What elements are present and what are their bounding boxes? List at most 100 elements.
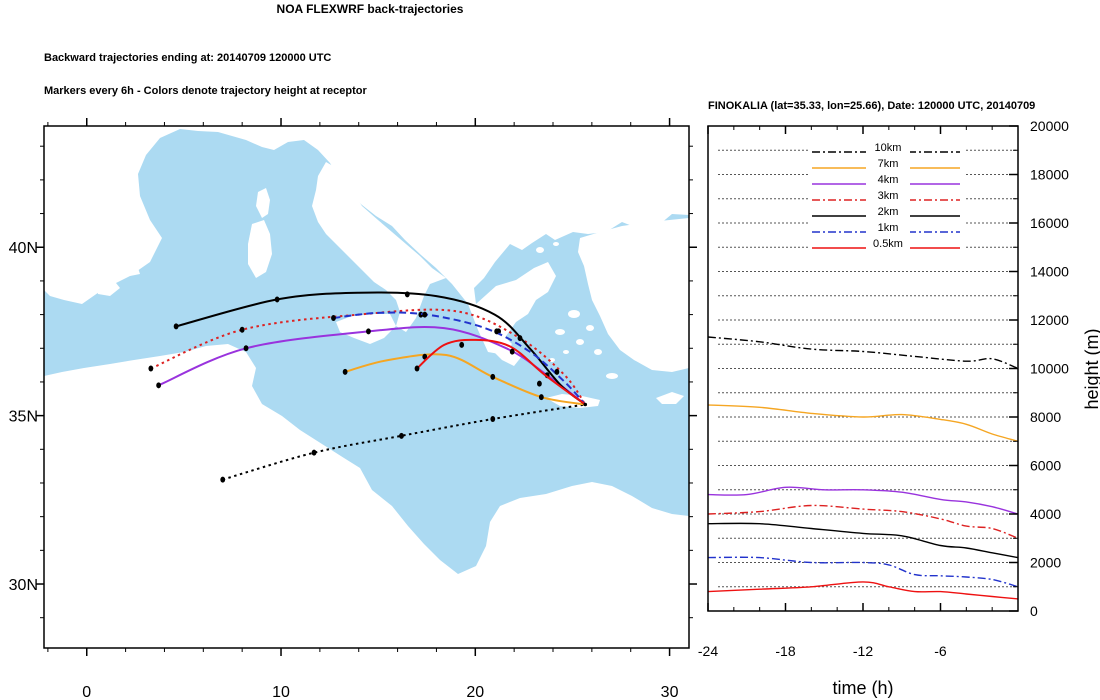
trajectory-marker — [490, 415, 496, 422]
legend-label: 7km — [878, 158, 899, 170]
north-africa-land — [44, 344, 689, 648]
trajectory-marker — [404, 291, 410, 298]
y-tick-label: 16000 — [1030, 215, 1069, 231]
trajectory-marker — [243, 345, 249, 352]
height-timeseries-plot: 0 2000 4000 6000 8000 10000 12000 14000 16000 180… — [698, 118, 1100, 698]
trajectory-marker — [220, 476, 226, 483]
trajectory-marker — [459, 341, 465, 348]
trajectory-map: 0 10 20 30 30N 35N 40N — [9, 118, 697, 700]
series-line-2km — [708, 522, 1018, 559]
trajectory-marker — [156, 382, 162, 389]
y-axis-title: height (m) — [1082, 328, 1100, 409]
trajectory-line-0.5km — [416, 338, 586, 406]
plot-axis-ticks: 0 2000 4000 6000 8000 10000 12000 14000 16000 180… — [698, 118, 1069, 659]
trajectory-marker — [148, 365, 154, 372]
x-tick-label: -24 — [698, 643, 718, 659]
trajectory-lines — [148, 291, 588, 483]
aegean-islands — [536, 242, 618, 379]
sicily-island — [336, 314, 396, 344]
series-line-7km — [708, 404, 1018, 442]
y-tick-label: 18000 — [1030, 167, 1069, 183]
series-line-0.5km — [708, 581, 1018, 600]
x-axis-title: time (h) — [832, 678, 893, 698]
trajectory-line-10km — [222, 403, 586, 481]
lat-tick-label: 30N — [9, 577, 38, 594]
greece-land — [476, 262, 556, 366]
y-tick-label: 6000 — [1030, 458, 1061, 474]
receptor-point — [583, 402, 588, 407]
x-tick-label: -18 — [775, 643, 795, 659]
legend-label-bg — [866, 143, 910, 154]
legend-label: 10km — [875, 142, 902, 154]
trajectory-marker — [509, 348, 515, 355]
markers-description: Markers every 6h - Colors denote traject… — [44, 85, 367, 97]
lon-tick-label: 20 — [466, 684, 484, 700]
y-tick-label: 14000 — [1030, 264, 1069, 280]
europe-land — [44, 126, 689, 355]
legend-label-bg — [866, 159, 910, 170]
trajectory-marker — [494, 328, 500, 335]
legend-label: 3km — [878, 190, 899, 202]
legend-label: 0.5km — [873, 238, 903, 250]
trajectory-marker — [173, 323, 179, 330]
series-line-4km — [708, 486, 1018, 515]
trajectory-marker — [239, 326, 245, 333]
series-line-10km — [708, 336, 1018, 370]
x-tick-label: -6 — [934, 643, 947, 659]
lon-tick-label: 30 — [661, 684, 679, 700]
land-masses — [44, 126, 689, 648]
trajectory-marker — [342, 368, 348, 375]
legend-label-bg — [866, 239, 910, 250]
y-tick-label: 12000 — [1030, 312, 1069, 328]
lat-tick-label: 40N — [9, 240, 38, 257]
trajectory-line-3km — [150, 308, 587, 406]
y-tick-label: 20000 — [1030, 118, 1069, 134]
corsica-island — [256, 188, 270, 218]
trajectory-line-1km — [333, 311, 587, 406]
map-axis-ticks: 0 10 20 30 30N 35N 40N — [9, 118, 697, 700]
trajectory-marker — [517, 335, 523, 342]
station-title: FINOKALIA (lat=35.33, lon=25.66), Date: … — [708, 100, 1036, 112]
lon-tick-label: 10 — [272, 684, 290, 700]
height-series — [708, 336, 1018, 600]
y-tick-label: 0 — [1030, 603, 1038, 619]
trajectory-end-time: Backward trajectories ending at: 2014070… — [44, 52, 332, 64]
legend-label: 1km — [878, 222, 899, 234]
trajectory-marker — [554, 368, 560, 375]
y-tick-label: 8000 — [1030, 409, 1061, 425]
main-title: NOA FLEXWRF back-trajectories — [276, 2, 464, 16]
legend-label: 2km — [878, 206, 899, 218]
cyprus-island — [656, 392, 684, 404]
balearic-island — [96, 278, 120, 296]
trajectory-marker — [422, 353, 428, 360]
legend: 10km 7km 4km 3km 2km 1km 0.5km — [808, 142, 964, 252]
trajectory-marker — [311, 449, 317, 456]
trajectory-line-7km — [344, 353, 586, 406]
trajectory-marker — [274, 296, 280, 303]
series-line-1km — [708, 556, 1018, 588]
series-line-3km — [708, 504, 1018, 539]
map-frame — [43, 125, 690, 649]
legend-label-bg — [866, 175, 910, 186]
x-tick-label: -12 — [853, 643, 873, 659]
trajectory-marker — [399, 432, 404, 439]
trajectory-marker — [422, 311, 428, 318]
lon-tick-label: 0 — [82, 684, 91, 700]
y-tick-label: 4000 — [1030, 506, 1061, 522]
italy-land — [312, 162, 446, 332]
legend-label-bg — [866, 223, 910, 234]
trajectory-marker — [538, 394, 544, 401]
trajectory-marker — [537, 380, 542, 387]
legend-label-bg — [866, 191, 910, 202]
legend-label-bg — [866, 207, 910, 218]
lat-tick-label: 35N — [9, 409, 38, 426]
trajectory-marker — [366, 328, 371, 335]
balearic-island — [128, 268, 140, 276]
trajectory-marker — [331, 314, 336, 321]
trajectory-marker — [490, 373, 496, 380]
anatolia-land — [578, 218, 689, 372]
y-tick-label: 10000 — [1030, 361, 1069, 377]
legend-label: 4km — [878, 174, 899, 186]
sardinia-island — [248, 220, 272, 278]
